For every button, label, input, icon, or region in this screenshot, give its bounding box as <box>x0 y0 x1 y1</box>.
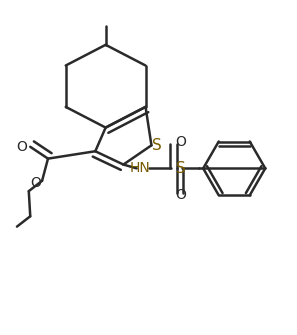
Text: O: O <box>175 135 186 149</box>
Text: O: O <box>16 140 27 154</box>
Text: O: O <box>175 188 186 202</box>
Text: S: S <box>176 161 185 176</box>
Text: HN: HN <box>130 161 151 176</box>
Text: O: O <box>30 176 41 190</box>
Text: S: S <box>151 138 161 153</box>
